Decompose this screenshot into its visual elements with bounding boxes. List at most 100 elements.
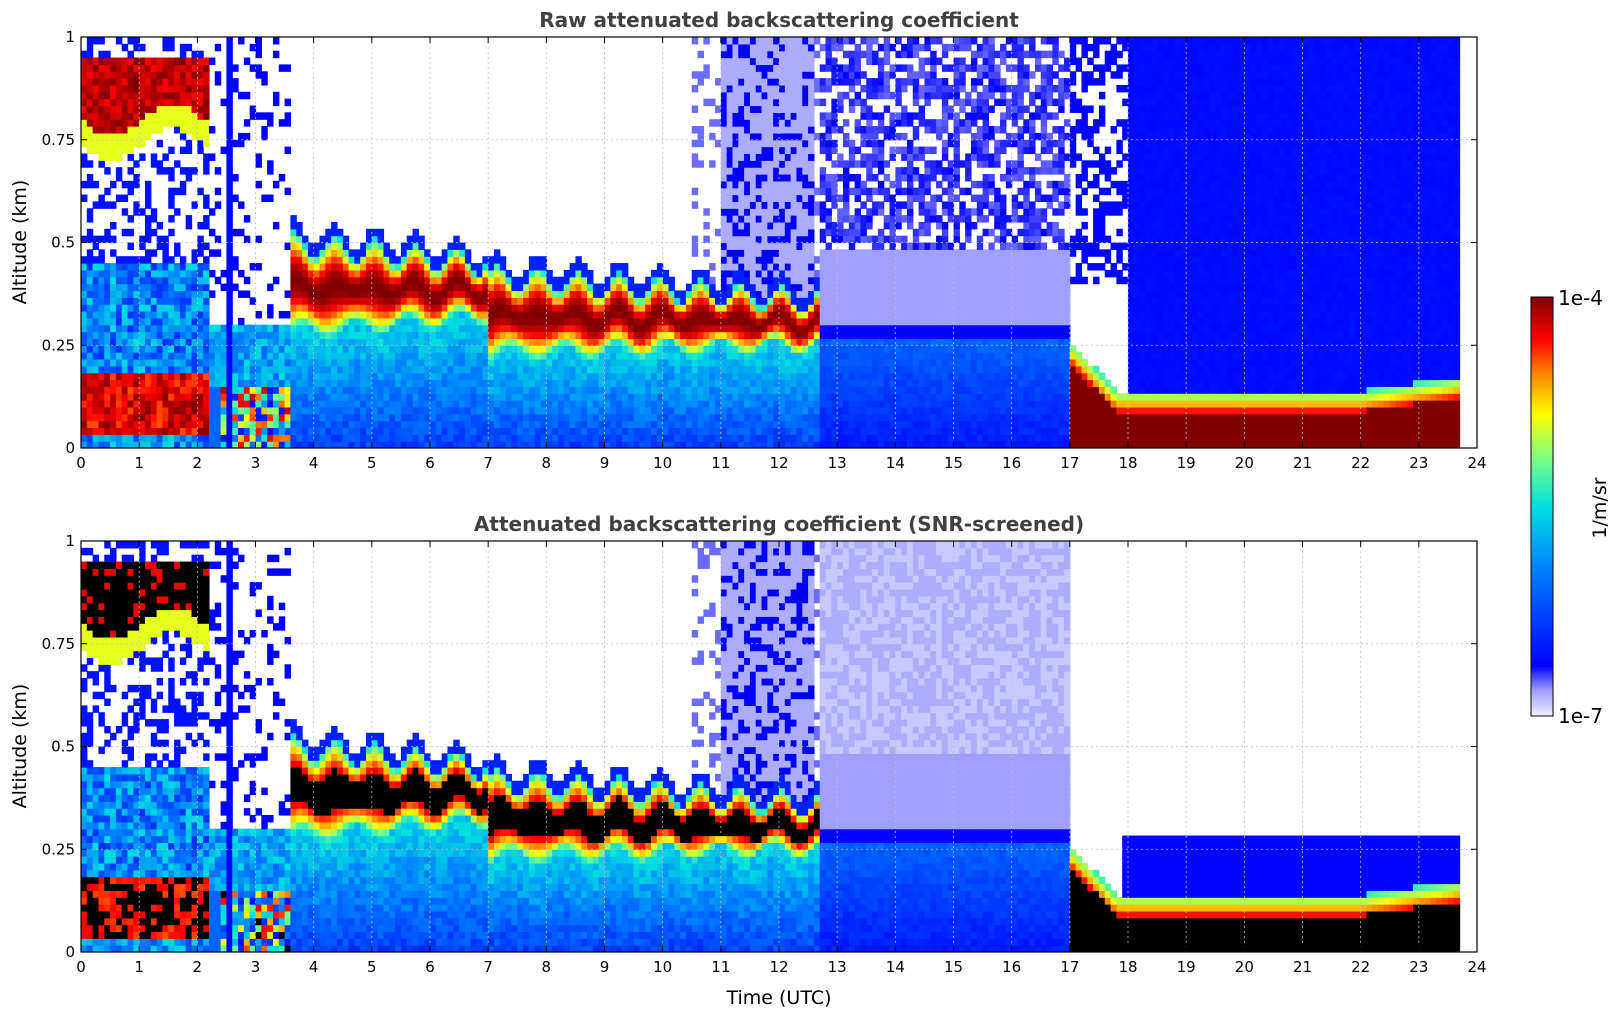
heatmap-cell xyxy=(342,352,350,360)
heatmap-cell xyxy=(313,372,321,381)
heatmap-cell xyxy=(761,43,768,52)
heatmap-cell xyxy=(185,112,193,120)
heatmap-cell xyxy=(540,379,547,387)
heatmap-cell xyxy=(610,386,617,394)
heatmap-cell xyxy=(773,283,780,292)
heatmap-cell xyxy=(168,71,175,79)
heatmap-cell xyxy=(598,406,606,415)
heatmap-cell xyxy=(92,57,100,65)
heatmap-cell xyxy=(796,139,803,148)
heatmap-cell xyxy=(121,43,129,52)
heatmap-cell xyxy=(81,194,88,202)
heatmap-cell xyxy=(784,78,792,86)
heatmap-cell xyxy=(412,228,419,237)
heatmap-cell xyxy=(610,297,617,305)
heatmap-cell xyxy=(249,352,257,360)
heatmap-cell xyxy=(272,276,280,285)
heatmap-cell xyxy=(98,365,105,374)
heatmap-cell xyxy=(115,324,123,333)
heatmap-cell xyxy=(732,434,739,442)
heatmap-cell xyxy=(546,283,553,292)
heatmap-cell xyxy=(86,256,94,264)
heatmap-cell xyxy=(744,345,751,353)
heatmap-cell xyxy=(802,126,809,134)
heatmap-cell xyxy=(232,365,239,374)
heatmap-cell xyxy=(854,345,862,353)
heatmap-cell xyxy=(406,297,414,305)
heatmap-cell xyxy=(645,406,652,415)
heatmap-cell xyxy=(738,393,745,401)
heatmap-cell xyxy=(319,358,326,367)
heatmap-cell xyxy=(837,311,844,319)
heatmap-cell xyxy=(208,413,216,422)
heatmap-cell xyxy=(121,64,129,72)
heatmap-cell xyxy=(435,441,443,448)
heatmap-cell xyxy=(441,256,449,264)
heatmap-cell xyxy=(726,263,734,271)
heatmap-cell xyxy=(179,386,187,394)
heatmap-cell xyxy=(168,43,175,52)
heatmap-cell xyxy=(243,413,251,422)
heatmap-cell xyxy=(767,317,774,326)
heatmap-cell xyxy=(243,400,251,408)
heatmap-cell xyxy=(459,317,466,326)
heatmap-cell xyxy=(92,276,100,285)
heatmap-cell xyxy=(267,345,274,353)
heatmap-cell xyxy=(790,290,798,298)
heatmap-cell xyxy=(98,352,105,360)
heatmap-cell xyxy=(808,304,815,312)
heatmap-cell xyxy=(796,283,803,292)
heatmap-cell xyxy=(726,345,734,353)
heatmap-cell xyxy=(784,406,792,415)
heatmap-cell xyxy=(715,379,722,387)
heatmap-cell xyxy=(127,400,134,408)
heatmap-cell xyxy=(505,290,513,298)
heatmap-cell xyxy=(610,263,617,271)
heatmap-cell xyxy=(400,317,408,326)
heatmap-cell xyxy=(557,297,565,305)
heatmap-cell xyxy=(348,283,355,292)
heatmap-cell xyxy=(354,290,361,298)
heatmap-cell xyxy=(226,180,233,189)
heatmap-cell xyxy=(319,400,326,408)
heatmap-cell xyxy=(866,441,873,448)
heatmap-cell xyxy=(307,393,315,401)
heatmap-cell xyxy=(511,311,518,319)
heatmap-cell xyxy=(121,324,129,333)
heatmap-cell xyxy=(761,194,768,202)
heatmap-cell xyxy=(191,50,198,59)
heatmap-cell xyxy=(139,78,146,86)
heatmap-cell xyxy=(232,228,239,237)
heatmap-cell xyxy=(81,413,88,422)
heatmap-cell xyxy=(808,276,815,285)
heatmap-cell xyxy=(185,393,193,401)
heatmap-cell xyxy=(744,228,751,237)
heatmap-cell xyxy=(133,91,140,100)
heatmap-cell xyxy=(296,311,303,319)
heatmap-cell xyxy=(656,420,664,429)
heatmap-cell xyxy=(354,311,361,319)
heatmap-cell xyxy=(92,269,100,278)
heatmap-cell xyxy=(639,427,646,435)
heatmap-cell xyxy=(592,365,600,374)
heatmap-cell xyxy=(616,324,623,333)
heatmap-cell xyxy=(348,263,355,271)
heatmap-cell xyxy=(534,427,542,435)
heatmap-cell xyxy=(848,37,856,45)
heatmap-cell xyxy=(691,386,699,394)
heatmap-cell xyxy=(767,126,774,134)
heatmap-cell xyxy=(412,393,419,401)
heatmap-cell xyxy=(493,393,501,401)
heatmap-cell xyxy=(726,174,734,182)
heatmap-cell xyxy=(104,413,111,422)
heatmap-cell xyxy=(703,400,710,408)
heatmap-cell xyxy=(133,393,140,401)
heatmap-cell xyxy=(249,112,257,120)
heatmap-cell xyxy=(691,352,699,360)
heatmap-cell xyxy=(744,276,751,285)
heatmap-cell xyxy=(174,379,181,387)
heatmap-cell xyxy=(633,406,640,415)
heatmap-cell xyxy=(831,187,838,196)
heatmap-cell xyxy=(720,180,728,189)
heatmap-cell xyxy=(98,91,105,100)
